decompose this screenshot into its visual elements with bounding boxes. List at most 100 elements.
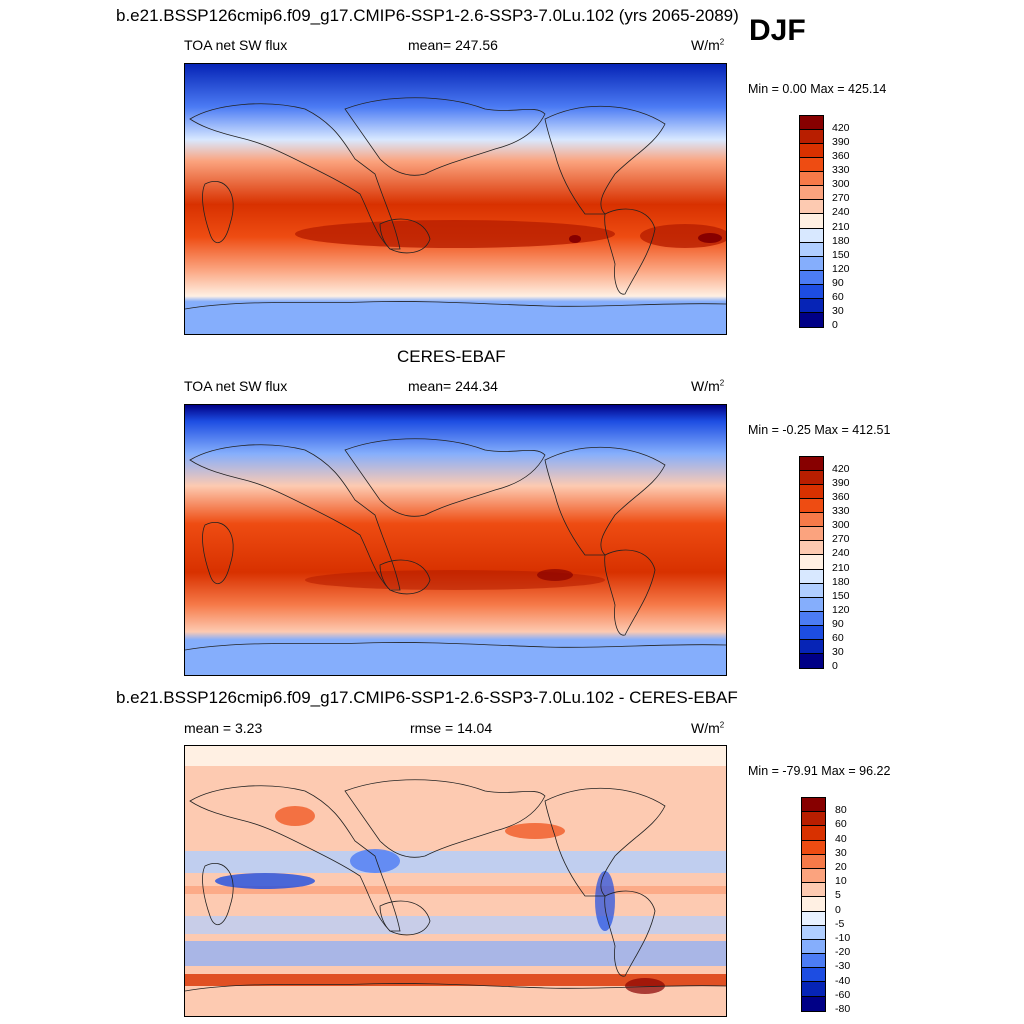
colorbar-label: 180: [832, 234, 850, 247]
model-mean-label: mean= 247.56: [408, 37, 498, 53]
colorbar-swatch: [802, 812, 825, 827]
colorbar-label: 150: [832, 589, 850, 602]
colorbar-swatch: [800, 130, 823, 145]
colorbar-swatch: [802, 996, 825, 1011]
colorbar-label: 300: [832, 519, 850, 532]
model-colorbar: [799, 115, 824, 328]
colorbar-label: 390: [832, 477, 850, 490]
obs-title: CERES-EBAF: [397, 347, 506, 366]
colorbar-swatch: [800, 555, 823, 570]
diff-minmax: Min = -79.91 Max = 96.22: [748, 764, 891, 778]
colorbar-swatch: [800, 228, 823, 243]
colorbar-label: 210: [832, 220, 850, 233]
colorbar-swatch: [802, 954, 825, 969]
model-title: b.e21.BSSP126cmip6.f09_g17.CMIP6-SSP1-2.…: [116, 6, 739, 25]
colorbar-swatch: [800, 312, 823, 327]
colorbar-label: 20: [835, 861, 847, 873]
colorbar-label: 360: [832, 491, 850, 504]
obs-minmax: Min = -0.25 Max = 412.51: [748, 423, 891, 437]
colorbar-swatch: [800, 583, 823, 598]
colorbar-swatch: [802, 854, 825, 869]
colorbar-swatch: [800, 298, 823, 313]
colorbar-swatch: [800, 172, 823, 187]
colorbar-label: -30: [835, 960, 851, 973]
colorbar-swatch: [800, 485, 823, 500]
colorbar-swatch: [800, 200, 823, 215]
colorbar-label: -60: [835, 988, 851, 1001]
colorbar-label: 120: [832, 603, 850, 616]
colorbar-swatch: [800, 284, 823, 299]
colorbar-swatch: [800, 214, 823, 229]
colorbar-swatch: [800, 144, 823, 159]
colorbar-swatch: [800, 270, 823, 285]
colorbar-swatch: [800, 527, 823, 542]
colorbar-label: 60: [835, 818, 847, 831]
colorbar-label: 30: [832, 645, 844, 658]
colorbar-swatch: [800, 186, 823, 201]
colorbar-label: -20: [835, 946, 851, 959]
colorbar-label: 360: [832, 150, 850, 163]
colorbar-label: -10: [835, 932, 851, 944]
colorbar-label: 330: [832, 164, 850, 177]
diff-title: b.e21.BSSP126cmip6.f09_g17.CMIP6-SSP1-2.…: [116, 688, 738, 707]
colorbar-swatch: [800, 256, 823, 271]
colorbar-swatch: [800, 513, 823, 528]
colorbar-swatch: [800, 639, 823, 654]
colorbar-label: 0: [835, 903, 841, 916]
obs-map: [184, 404, 727, 676]
colorbar-swatch: [802, 968, 825, 983]
colorbar-swatch: [802, 826, 825, 841]
colorbar-label: 30: [835, 846, 847, 859]
colorbar-label: 330: [832, 505, 850, 518]
colorbar-swatch: [800, 116, 823, 131]
obs-units-label: W/m2: [691, 378, 725, 394]
colorbar-label: 420: [832, 463, 850, 476]
model-units-label: W/m2: [691, 37, 725, 53]
colorbar-swatch: [800, 541, 823, 556]
colorbar-label: -40: [835, 974, 851, 987]
colorbar-label: 60: [832, 631, 844, 644]
colorbar-label: 0: [832, 660, 838, 672]
colorbar-swatch: [802, 925, 825, 940]
colorbar-swatch: [800, 625, 823, 640]
colorbar-label: 240: [832, 547, 850, 560]
colorbar-label: -80: [835, 1003, 851, 1015]
colorbar-swatch: [800, 653, 823, 668]
colorbar-swatch: [802, 840, 825, 855]
diff-colorbar: [801, 797, 826, 1012]
colorbar-label: 60: [832, 290, 844, 303]
colorbar-swatch: [802, 911, 825, 926]
model-map: [184, 63, 727, 335]
colorbar-label: 90: [832, 276, 844, 289]
model-minmax: Min = 0.00 Max = 425.14: [748, 82, 887, 96]
colorbar-swatch: [802, 868, 825, 884]
colorbar-label: 120: [832, 262, 850, 275]
diff-units-label: W/m2: [691, 720, 725, 736]
colorbar-label: 30: [832, 304, 844, 317]
colorbar-label: 420: [832, 122, 850, 135]
colorbar-label: 0: [832, 319, 838, 331]
colorbar-label: 270: [832, 192, 850, 205]
season-label: DJF: [749, 14, 806, 47]
colorbar-swatch: [800, 471, 823, 486]
colorbar-label: 180: [832, 575, 850, 588]
diff-rmse-label: rmse = 14.04: [410, 720, 493, 736]
colorbar-swatch: [800, 499, 823, 514]
colorbar-label: 80: [835, 804, 847, 817]
colorbar-label: 300: [832, 178, 850, 191]
diff-map: [184, 745, 727, 1017]
colorbar-swatch: [800, 242, 823, 257]
colorbar-label: 40: [835, 832, 847, 845]
colorbar-label: -5: [835, 917, 845, 930]
obs-variable-label: TOA net SW flux: [184, 378, 288, 394]
colorbar-swatch: [800, 158, 823, 173]
colorbar-swatch: [800, 457, 823, 472]
colorbar-label: 270: [832, 533, 850, 546]
colorbar-label: 10: [835, 875, 847, 888]
colorbar-swatch: [800, 611, 823, 626]
colorbar-label: 240: [832, 206, 850, 219]
colorbar-swatch: [802, 798, 825, 813]
colorbar-label: 5: [835, 889, 841, 902]
colorbar-label: 210: [832, 561, 850, 574]
obs-colorbar: [799, 456, 824, 669]
